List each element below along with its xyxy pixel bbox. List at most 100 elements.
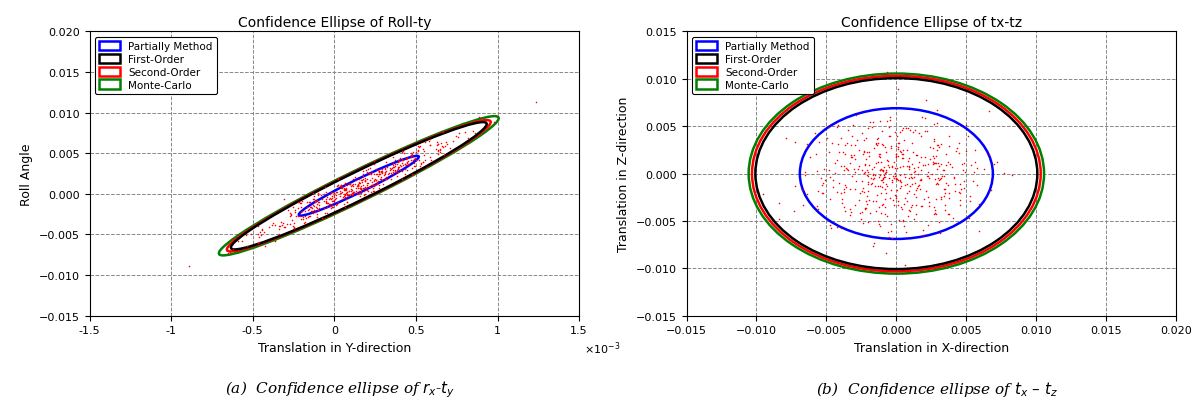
Point: [361, 165, 380, 172]
Point: [814, 166, 833, 173]
Point: [339, 192, 358, 199]
Point: [408, 144, 427, 150]
Point: [880, 134, 899, 140]
Point: [358, 182, 377, 189]
Point: [898, 181, 917, 188]
Point: [337, 186, 356, 193]
Point: [404, 163, 423, 170]
Point: [891, 183, 910, 190]
Point: [960, 194, 979, 200]
Point: [916, 116, 935, 122]
Point: [345, 181, 364, 188]
Point: [888, 147, 907, 153]
Point: [236, 232, 256, 238]
Point: [893, 156, 912, 162]
Point: [862, 175, 881, 182]
Point: [916, 188, 935, 194]
Point: [899, 163, 918, 169]
Point: [298, 207, 318, 213]
Point: [346, 188, 365, 195]
Point: [821, 222, 841, 228]
Point: [326, 196, 345, 202]
Point: [929, 220, 948, 226]
Point: [300, 204, 319, 211]
Point: [375, 169, 394, 175]
Point: [376, 174, 395, 181]
Point: [470, 114, 490, 121]
Point: [396, 162, 416, 168]
Point: [351, 187, 370, 193]
Point: [253, 227, 272, 233]
Point: [876, 167, 896, 173]
Point: [888, 144, 907, 151]
Point: [325, 190, 344, 197]
Point: [429, 147, 448, 154]
Point: [389, 164, 408, 171]
Point: [349, 183, 368, 190]
Point: [414, 152, 433, 158]
Point: [913, 163, 933, 169]
Point: [316, 200, 336, 207]
Point: [985, 161, 1004, 168]
Point: [917, 174, 936, 180]
Point: [343, 176, 362, 183]
Point: [819, 125, 838, 131]
Point: [307, 205, 326, 211]
Point: [874, 164, 893, 171]
Point: [377, 168, 396, 175]
Point: [940, 143, 959, 150]
Point: [388, 162, 407, 168]
Point: [229, 238, 248, 245]
Point: [898, 191, 917, 197]
Point: [853, 178, 872, 185]
Point: [392, 163, 411, 170]
Point: [853, 167, 872, 174]
Point: [891, 185, 910, 192]
Point: [315, 191, 334, 198]
Point: [316, 199, 336, 205]
Point: [285, 210, 304, 216]
Point: [900, 175, 919, 181]
Point: [321, 204, 340, 210]
Point: [857, 173, 876, 179]
Point: [271, 219, 290, 225]
Point: [370, 169, 389, 176]
Point: [858, 181, 878, 188]
Point: [337, 196, 356, 202]
Point: [900, 128, 919, 134]
Point: [421, 157, 441, 163]
Point: [806, 151, 825, 158]
Point: [351, 185, 370, 192]
Point: [273, 221, 293, 227]
Point: [325, 194, 344, 200]
Point: [900, 209, 919, 215]
Point: [319, 201, 338, 207]
Point: [411, 161, 430, 168]
Point: [909, 183, 928, 190]
Point: [938, 183, 958, 189]
Point: [404, 150, 423, 156]
Point: [338, 200, 357, 206]
Point: [900, 188, 919, 195]
Point: [388, 160, 407, 166]
Point: [376, 159, 395, 166]
Point: [858, 179, 878, 186]
Point: [884, 197, 903, 203]
Point: [266, 239, 285, 245]
Point: [873, 202, 892, 208]
Point: [321, 196, 340, 202]
Point: [929, 145, 948, 151]
Point: [897, 126, 916, 132]
Point: [313, 196, 332, 202]
Point: [823, 184, 842, 190]
Point: [307, 198, 326, 204]
Point: [820, 196, 839, 203]
Point: [880, 164, 899, 171]
Point: [350, 188, 369, 194]
Point: [312, 215, 331, 222]
Point: [331, 193, 350, 200]
Point: [362, 175, 381, 181]
Point: [924, 146, 943, 152]
Point: [441, 146, 460, 152]
Point: [876, 169, 896, 175]
